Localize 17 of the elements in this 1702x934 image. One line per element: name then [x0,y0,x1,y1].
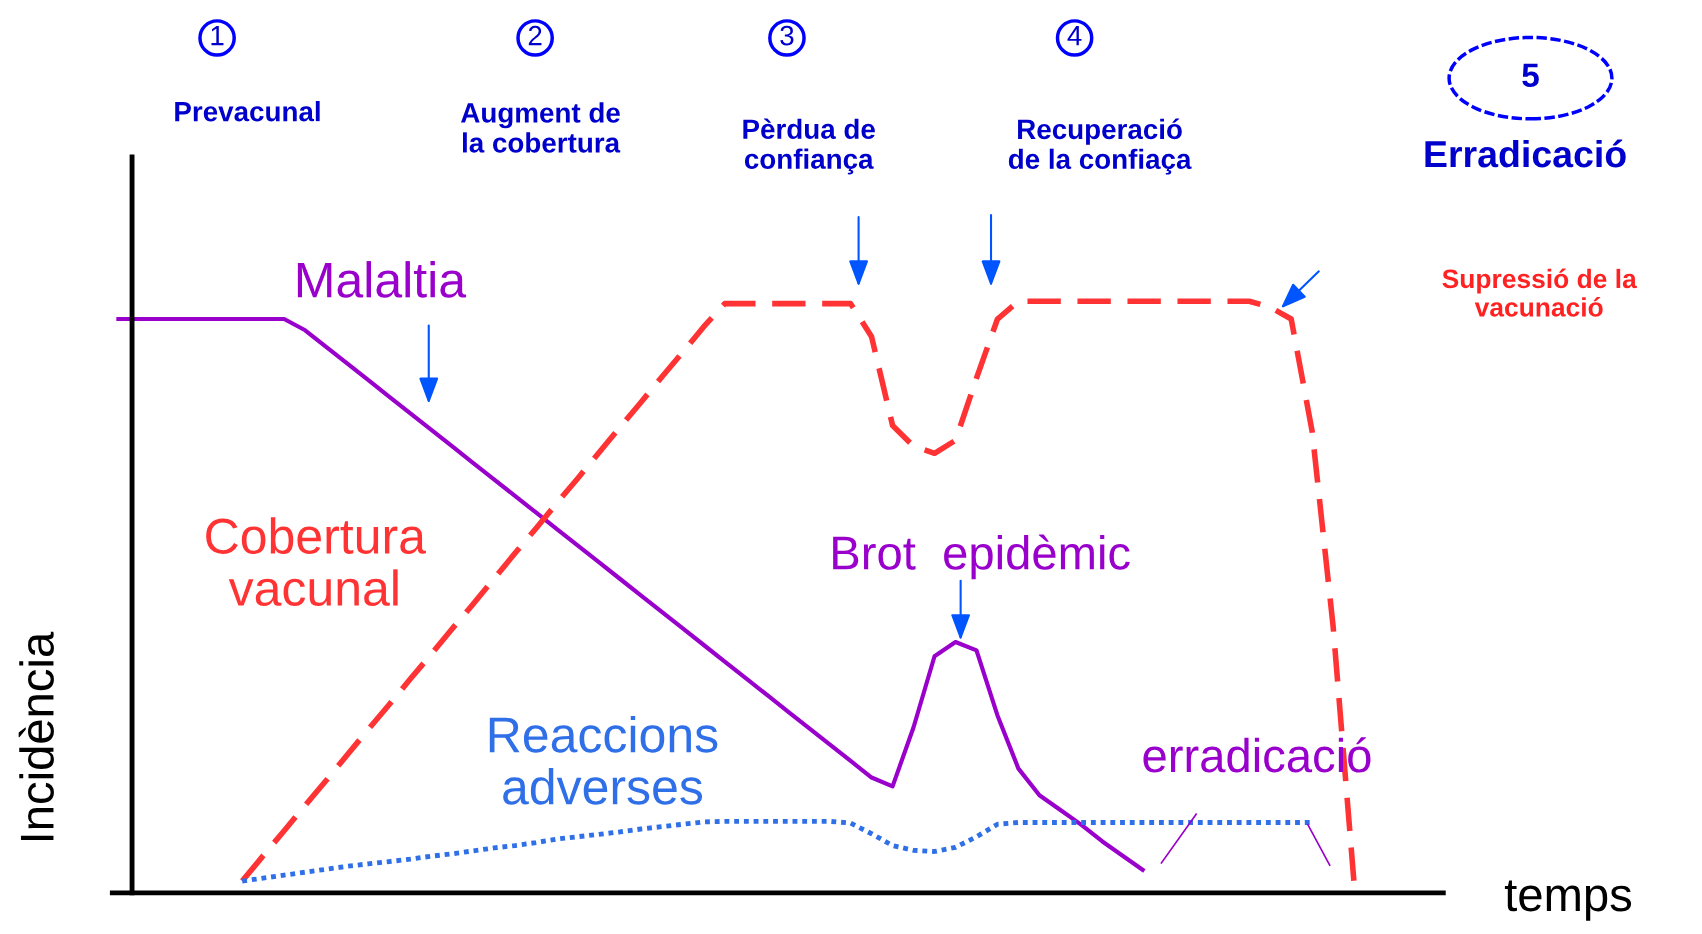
series-label: Malaltia [297,261,467,298]
text: 1 [211,26,224,46]
text: 5 [1522,63,1539,88]
series-label: Cobertura vacunal [206,517,426,607]
x-axis-title: temps [1504,880,1632,921]
series-label: Reaccions adverses [489,715,718,805]
text: Pèrdua de confiança [743,118,875,175]
text: 2 [528,25,542,46]
annotation: Brot epidèmic [833,534,1130,580]
text: Erradicació [1425,139,1626,168]
text: Prevacunal [175,101,320,122]
text: Augment de la cobertura [461,102,621,153]
text: 3 [780,25,794,46]
text: Recuperació de la confiaça [1008,118,1192,175]
text: Supressió de la vacunació [1442,268,1637,317]
y-axis-title: Incidència [18,631,54,841]
text: 4 [1067,26,1082,46]
